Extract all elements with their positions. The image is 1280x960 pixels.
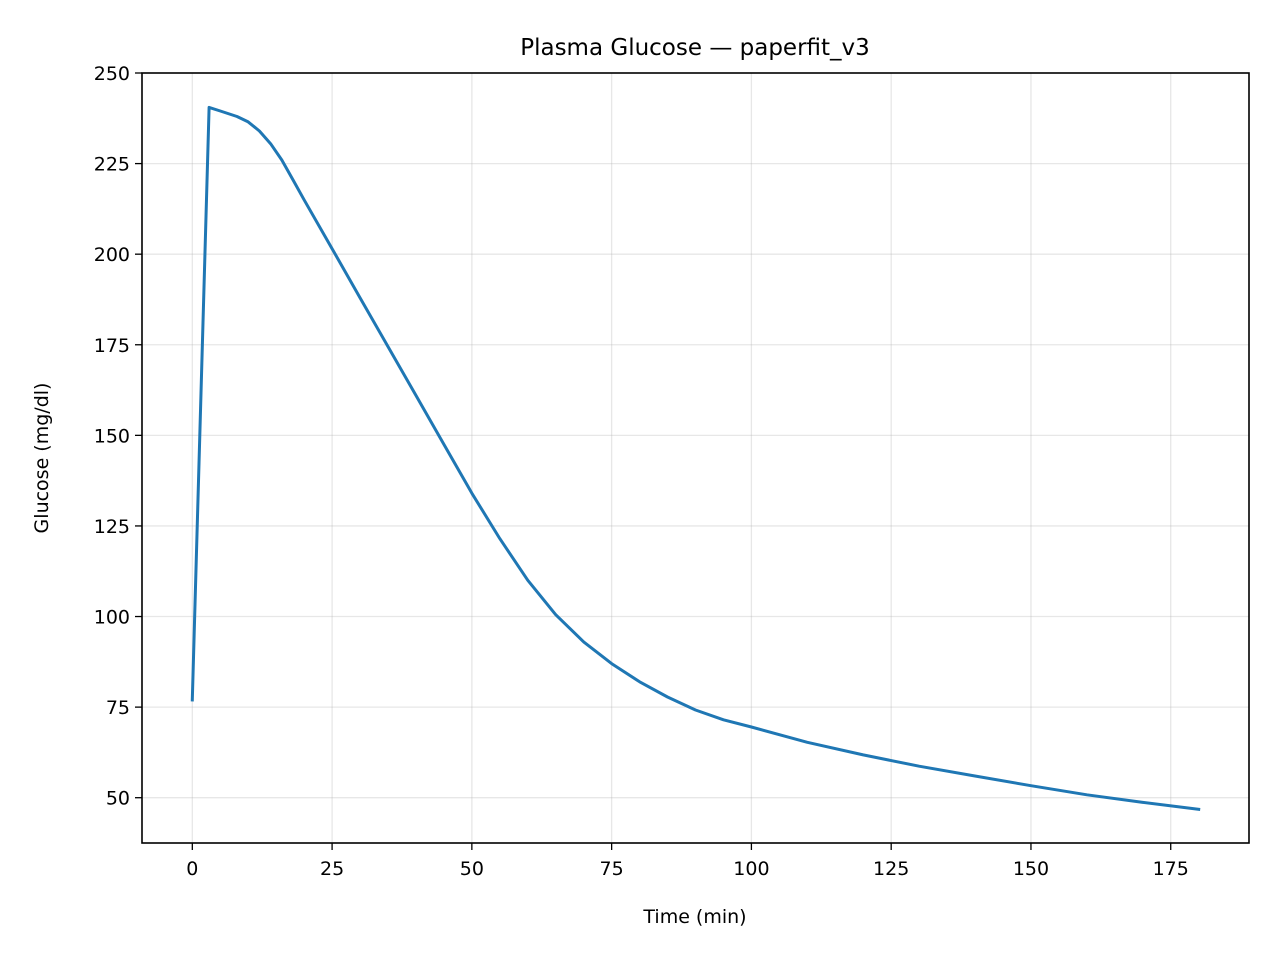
x-tick-label: 100 (733, 858, 769, 880)
axes-frame (141, 72, 1250, 844)
x-tick-label: 75 (600, 858, 624, 880)
y-axis: 50 75 100 125 150 175 200 225 250 (94, 63, 142, 810)
y-tick-label: 100 (94, 607, 130, 629)
glucose-series-line (190, 105, 1201, 811)
y-tick-label: 200 (94, 244, 130, 266)
y-tick-label: 250 (94, 63, 130, 85)
y-axis-title: Glucose (mg/dl) (31, 383, 53, 534)
chart-title: Plasma Glucose — paperfit_v3 (520, 35, 870, 61)
x-tick-label: 150 (1013, 858, 1049, 880)
y-tick-label: 150 (94, 425, 130, 447)
grid (142, 72, 1249, 843)
x-tick-label: 50 (460, 858, 484, 880)
plot-area (190, 105, 1201, 811)
x-tick-label: 0 (186, 858, 198, 880)
x-tick-label: 25 (320, 858, 344, 880)
x-axis: 0 25 50 75 100 125 150 175 (186, 843, 1189, 880)
y-tick-label: 225 (94, 154, 130, 176)
x-axis-title: Time (min) (642, 906, 746, 928)
y-tick-label: 125 (94, 516, 130, 538)
y-tick-label: 50 (106, 788, 130, 810)
x-tick-label: 125 (873, 858, 909, 880)
y-tick-label: 75 (106, 697, 130, 719)
y-tick-label: 175 (94, 335, 130, 357)
x-tick-label: 175 (1153, 858, 1189, 880)
